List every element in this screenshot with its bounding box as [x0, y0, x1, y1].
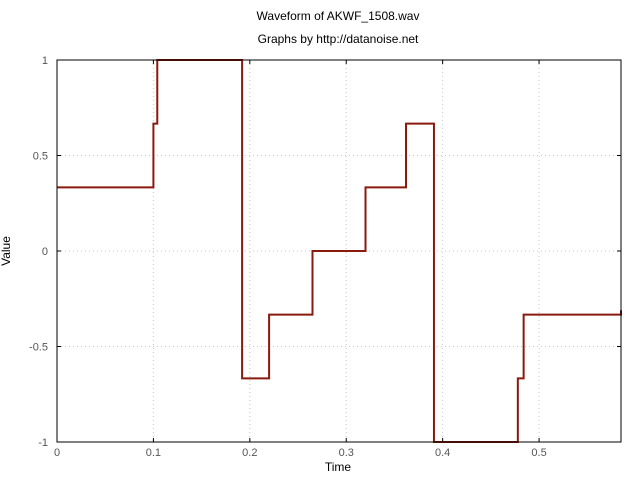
plot-frame	[56, 59, 622, 443]
axis-ticks: 0 0.1 0.2 0.3 0.4 0.5 1 0.5 0 -0.5 -1	[29, 55, 621, 459]
y-tick-label: 0.5	[33, 151, 48, 163]
waveform-line	[57, 59, 622, 443]
x-tick-label: 0.5	[531, 447, 546, 459]
x-axis-label: Time	[325, 460, 352, 474]
y-tick-label: 1	[42, 55, 48, 67]
x-tick-label: 0	[54, 447, 60, 459]
chart-subtitle: Graphs by http://datanoise.net	[258, 32, 419, 46]
y-axis-label: Value	[0, 236, 13, 266]
x-tick-label: 0.3	[339, 447, 354, 459]
x-tick-label: 0.4	[435, 447, 450, 459]
y-tick-label: -0.5	[29, 342, 48, 354]
series-layer	[57, 59, 622, 443]
chart-title: Waveform of AKWF_1508.wav	[257, 9, 420, 23]
x-tick-label: 0.1	[146, 447, 161, 459]
y-tick-label: 0	[42, 246, 48, 258]
y-tick-label: -1	[38, 437, 48, 449]
x-tick-label: 0.2	[242, 447, 257, 459]
